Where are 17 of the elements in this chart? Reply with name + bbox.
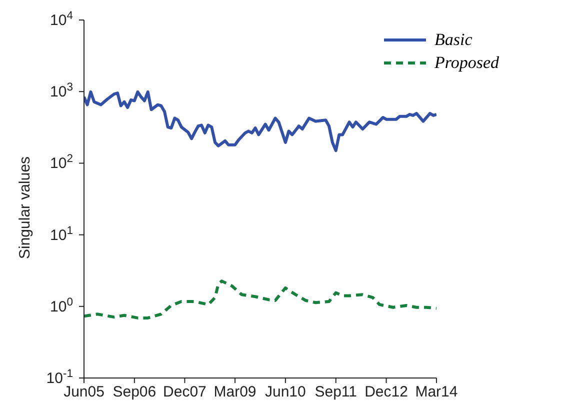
y-tick-label: 10$^{0}$ [50,296,73,316]
line-series [84,280,436,320]
x-tick-label: Mar09 [214,384,256,401]
x-tick-label: Mar14 [415,384,458,401]
legend-label: Proposed [434,52,499,72]
y-tick-label: 10$^{3}$ [50,82,73,101]
x-tick-label: Jun10 [265,384,306,401]
y-tick-label: 10$^{2}$ [50,153,73,172]
y-axis-title: Singular values [16,156,34,259]
x-tick-label: Dec07 [163,384,206,401]
x-tick-label: Dec12 [364,384,408,401]
legend-label: Basic [434,30,472,50]
y-tick-label: 10$^{1}$ [50,224,73,244]
x-tick-label: Sep06 [112,384,156,401]
x-tick-label: Sep11 [314,384,357,401]
y-tick-label: 10$^{4}$ [50,10,73,29]
line-series [84,90,436,152]
